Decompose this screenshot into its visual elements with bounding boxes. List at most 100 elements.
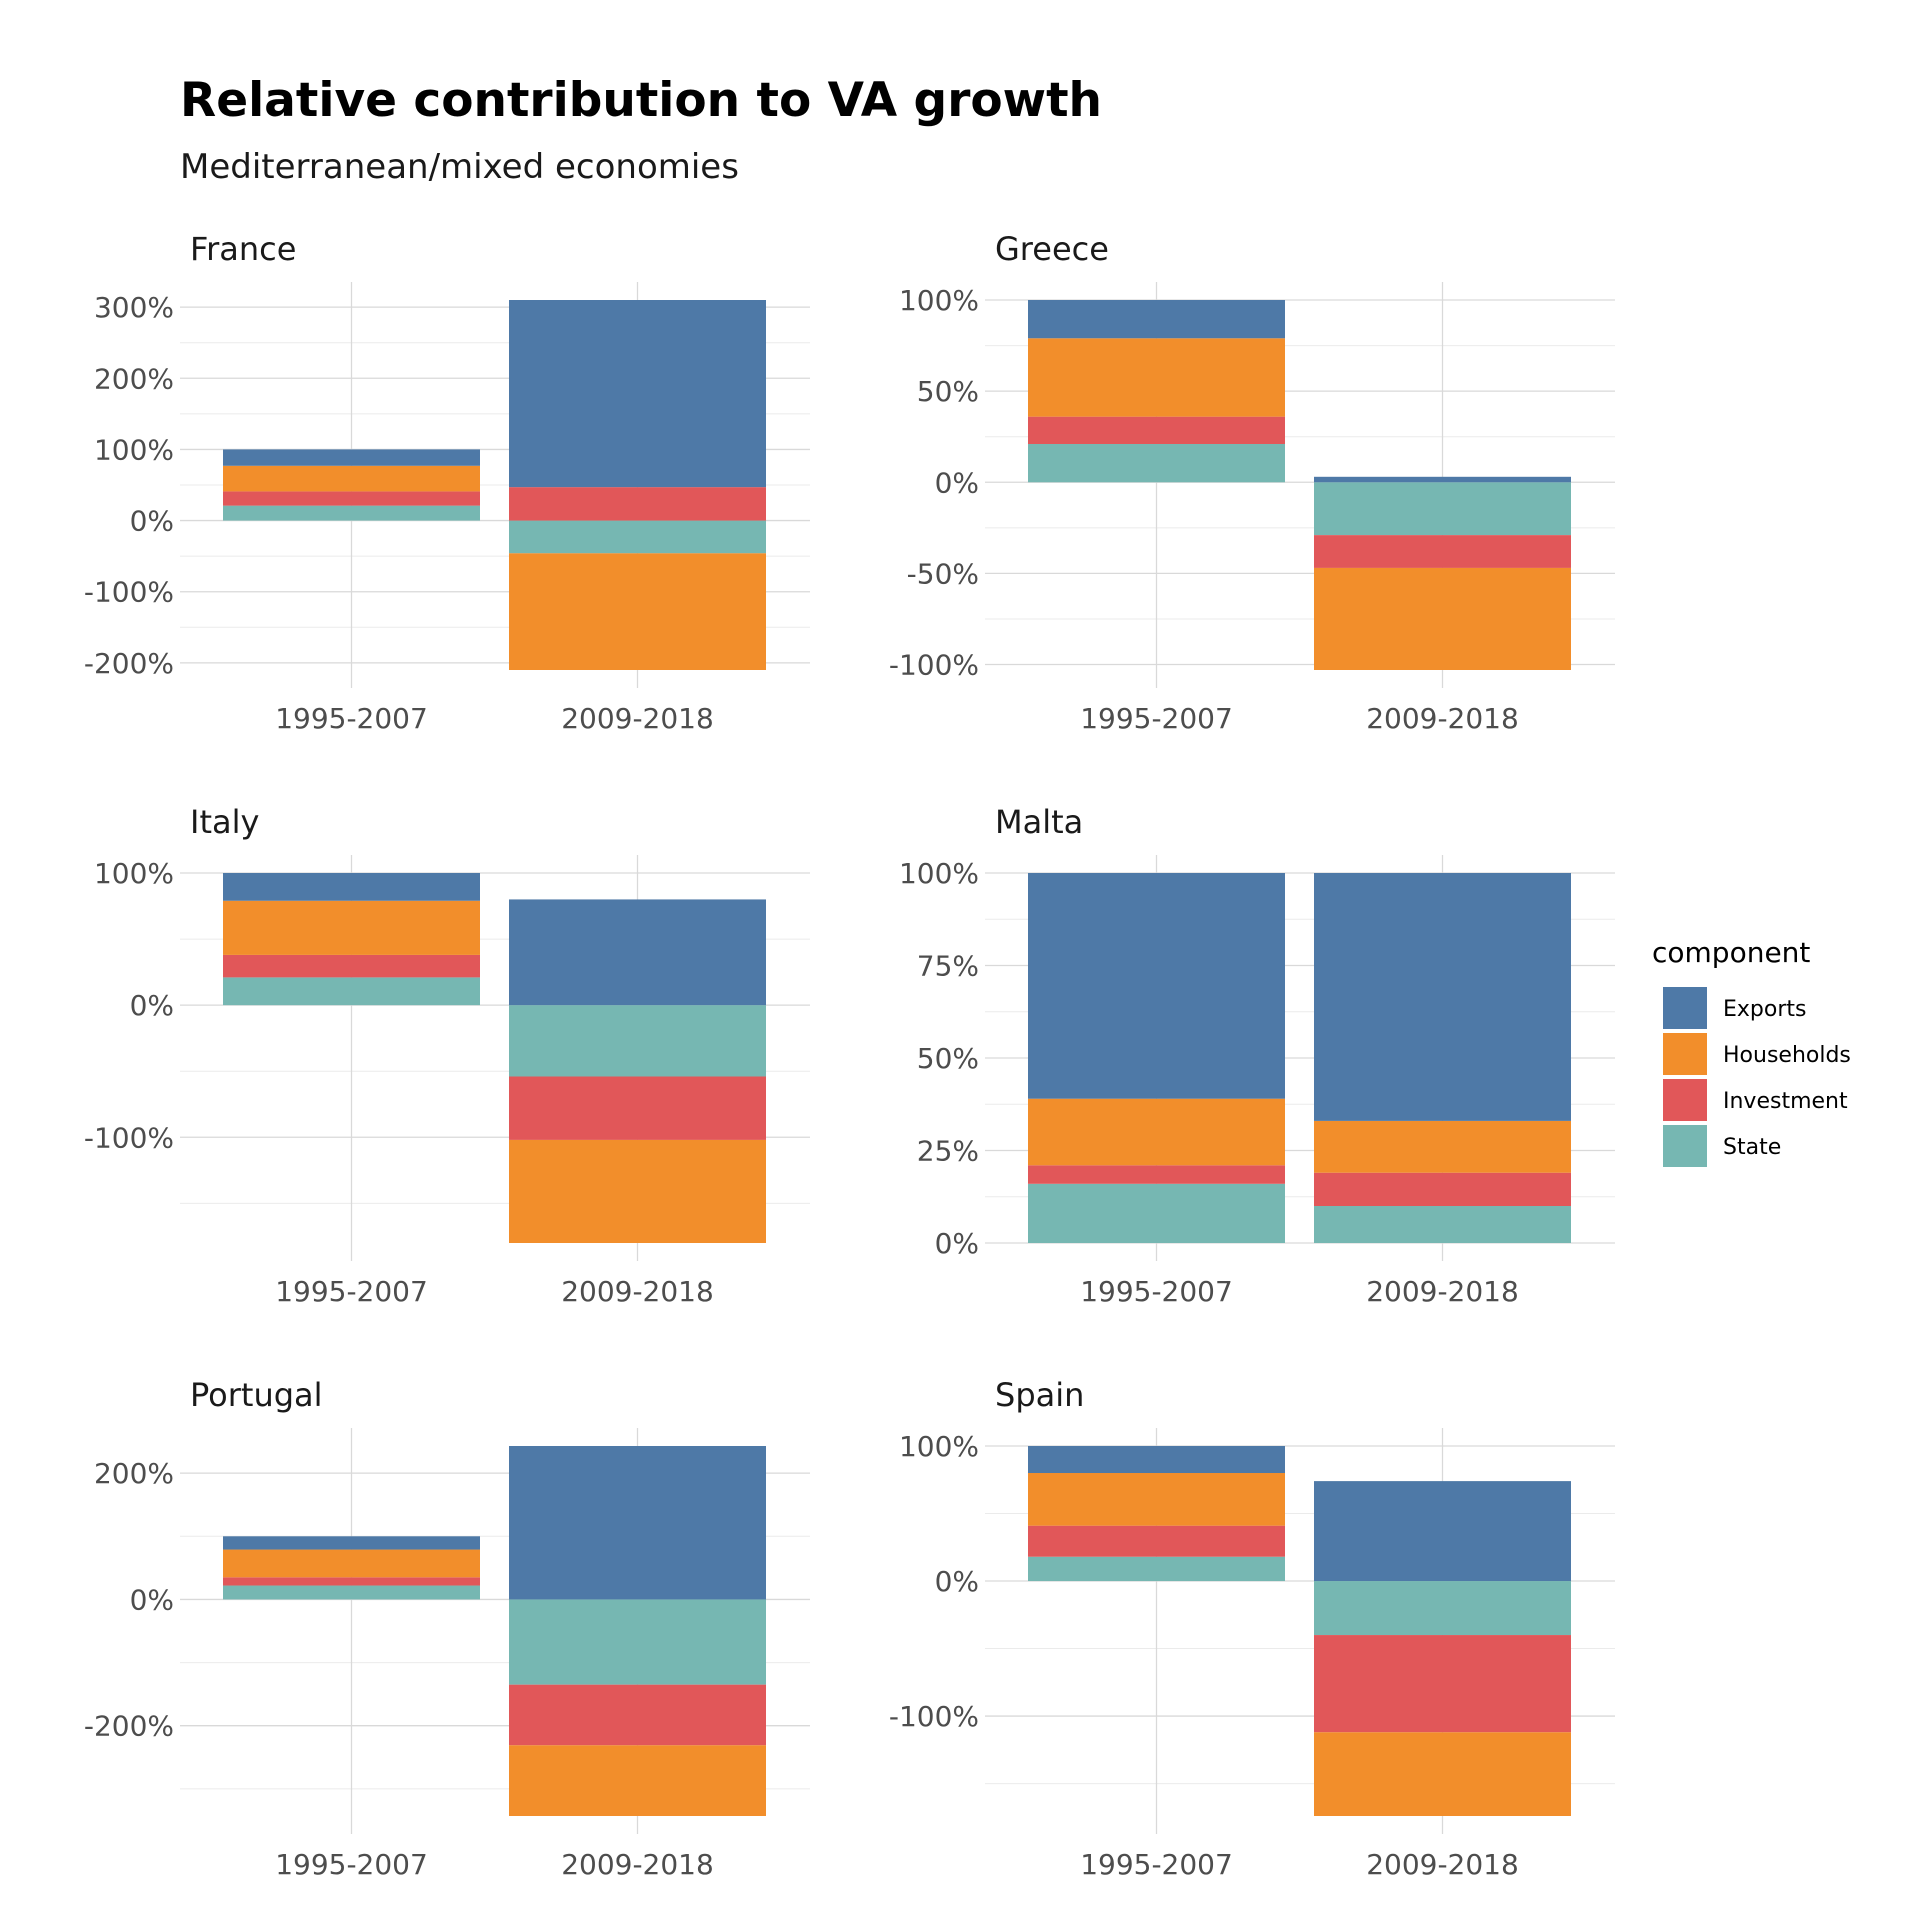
- facet-label: Greece: [995, 230, 1109, 268]
- x-tick-label: 2009-2018: [1366, 1275, 1519, 1308]
- x-tick-label: 2009-2018: [561, 702, 714, 735]
- x-tick-label: 1995-2007: [275, 1848, 428, 1881]
- facet-label: France: [190, 230, 296, 268]
- bar-segment-exports-2009-2018: [509, 300, 766, 488]
- bar-segment-investment-1995-2007: [1028, 1525, 1285, 1557]
- bar-segment-households-1995-2007: [1028, 338, 1285, 417]
- y-tick-label: -100%: [84, 576, 174, 609]
- panel-greece: Greece 100% 50% 0% -50% -100% 1995-2007 2009-20…: [889, 230, 1615, 735]
- x-tick-label: 2009-2018: [561, 1275, 714, 1308]
- legend-swatch: [1663, 987, 1707, 1029]
- bar-segment-households-1995-2007: [1028, 1473, 1285, 1526]
- legend-label: Investment: [1723, 1089, 1848, 1114]
- bar-segment-state-2009-2018: [509, 1599, 766, 1685]
- bar-segment-state-2009-2018: [1314, 1581, 1571, 1636]
- bar-segment-investment-2009-2018: [509, 1684, 766, 1746]
- y-tick-label: 0%: [130, 989, 174, 1022]
- y-tick-label: 50%: [917, 375, 979, 408]
- x-tick-label: 1995-2007: [1080, 1275, 1233, 1308]
- x-tick-label: 1995-2007: [275, 702, 428, 735]
- panel-spain: Spain 100% 0% -100% 1995-2007 2009-2018: [889, 1376, 1615, 1881]
- y-tick-label: -200%: [84, 1710, 174, 1743]
- legend-swatch: [1663, 1079, 1707, 1121]
- bar-segment-investment-1995-2007: [223, 1577, 480, 1586]
- bar-segment-investment-2009-2018: [1314, 535, 1571, 568]
- x-tick-label: 1995-2007: [1080, 1848, 1233, 1881]
- bar-segment-investment-2009-2018: [1314, 1172, 1571, 1206]
- bar-segment-state-2009-2018: [509, 1005, 766, 1077]
- y-tick-label: 200%: [94, 362, 174, 395]
- bar-segment-investment-1995-2007: [223, 491, 480, 506]
- bar-segment-households-2009-2018: [509, 553, 766, 670]
- chart-title: Relative contribution to VA growth: [180, 73, 1102, 128]
- bar-segment-households-2009-2018: [509, 1745, 766, 1816]
- facet-panels: France 300% 200% 100% 0% -100% -200% 1995-2007 2…: [84, 230, 1615, 1881]
- x-tick-label: 1995-2007: [1080, 702, 1233, 735]
- y-tick-label: 0%: [935, 466, 979, 499]
- chart-subtitle: Mediterranean/mixed economies: [180, 147, 739, 187]
- bar-segment-exports-1995-2007: [223, 1536, 480, 1550]
- bar-segment-households-2009-2018: [509, 1139, 766, 1243]
- panel-france: France 300% 200% 100% 0% -100% -200% 1995-2007 2…: [84, 230, 810, 735]
- bar-segment-exports-1995-2007: [1028, 873, 1285, 1099]
- bar-segment-exports-2009-2018: [1314, 476, 1571, 483]
- bar-segment-state-2009-2018: [1314, 1206, 1571, 1243]
- y-tick-label: 100%: [899, 857, 979, 890]
- bar-segment-exports-2009-2018: [1314, 873, 1571, 1121]
- bar-segment-state-1995-2007: [1028, 1183, 1285, 1243]
- y-tick-label: 100%: [94, 857, 174, 890]
- bar-segment-households-1995-2007: [223, 465, 480, 492]
- bar-segment-exports-1995-2007: [223, 873, 480, 901]
- bar-segment-households-2009-2018: [1314, 567, 1571, 670]
- bar-segment-investment-2009-2018: [509, 487, 766, 521]
- legend-label: Exports: [1723, 997, 1806, 1022]
- panel-portugal: Portugal 200% 0% -200% 1995-2007 2009-2018: [84, 1376, 810, 1881]
- legend-item-state: State: [1663, 1125, 1781, 1167]
- bar-segment-households-2009-2018: [1314, 1120, 1571, 1173]
- y-tick-label: -200%: [84, 647, 174, 680]
- bar-segment-investment-1995-2007: [223, 954, 480, 978]
- y-tick-label: 25%: [917, 1135, 979, 1168]
- bar-segment-households-2009-2018: [1314, 1732, 1571, 1816]
- y-tick-label: -100%: [889, 1700, 979, 1733]
- bar-segment-exports-2009-2018: [509, 899, 766, 1006]
- legend: component Exports Households Investment Sta…: [1652, 936, 1851, 1167]
- facet-label: Portugal: [190, 1376, 323, 1414]
- y-tick-label: 75%: [917, 950, 979, 983]
- y-tick-label: 50%: [917, 1042, 979, 1075]
- y-tick-label: 100%: [899, 284, 979, 317]
- bar-segment-households-1995-2007: [1028, 1098, 1285, 1166]
- bar-segment-exports-1995-2007: [223, 449, 480, 466]
- y-tick-label: 0%: [130, 1583, 174, 1616]
- legend-item-households: Households: [1663, 1033, 1851, 1075]
- y-tick-label: 0%: [935, 1227, 979, 1260]
- legend-items: Exports Households Investment State: [1663, 987, 1851, 1167]
- bar-segment-state-1995-2007: [223, 977, 480, 1006]
- y-tick-label: -100%: [84, 1121, 174, 1154]
- bar-segment-households-1995-2007: [223, 1549, 480, 1578]
- x-tick-label: 2009-2018: [1366, 1848, 1519, 1881]
- bar-segment-state-1995-2007: [1028, 1556, 1285, 1582]
- x-tick-label: 2009-2018: [1366, 702, 1519, 735]
- y-tick-label: -50%: [907, 557, 979, 590]
- legend-item-investment: Investment: [1663, 1079, 1848, 1121]
- y-tick-label: 0%: [935, 1565, 979, 1598]
- bar-segment-exports-1995-2007: [1028, 1446, 1285, 1474]
- bar-segment-state-1995-2007: [223, 1585, 480, 1600]
- bar-segment-investment-2009-2018: [1314, 1635, 1571, 1733]
- x-tick-label: 1995-2007: [275, 1275, 428, 1308]
- y-tick-label: -100%: [889, 649, 979, 682]
- bar-segment-households-1995-2007: [223, 900, 480, 955]
- y-tick-label: 100%: [899, 1430, 979, 1463]
- facet-label: Spain: [995, 1376, 1084, 1414]
- bar-segment-state-1995-2007: [223, 505, 480, 521]
- legend-label: Households: [1723, 1043, 1851, 1068]
- y-tick-label: 0%: [130, 505, 174, 538]
- bar-segment-investment-2009-2018: [509, 1076, 766, 1140]
- bar-segment-state-1995-2007: [1028, 443, 1285, 483]
- panel-italy: Italy 100% 0% -100% 1995-2007 2009-2018: [84, 803, 810, 1308]
- x-tick-label: 2009-2018: [561, 1848, 714, 1881]
- bar-segment-exports-2009-2018: [509, 1446, 766, 1600]
- facet-label: Malta: [995, 803, 1083, 841]
